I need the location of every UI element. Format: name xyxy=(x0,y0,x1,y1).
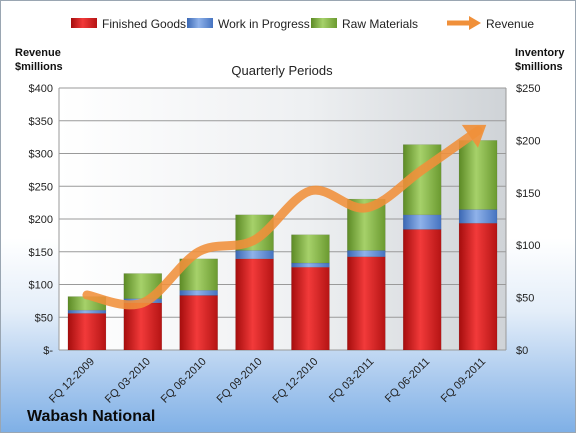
left-tick-label: $400 xyxy=(29,83,53,95)
right-axis-title-line2: $millions xyxy=(515,61,563,73)
legend-label-finished-goods: Finished Goods xyxy=(102,17,186,31)
left-tick-label: $300 xyxy=(29,149,53,161)
left-axis-title-line1: Revenue xyxy=(15,47,61,59)
left-tick-label: $- xyxy=(43,345,53,357)
x-tick-label: FQ 12-2010 xyxy=(271,356,321,406)
bar-finished-goods xyxy=(67,313,107,351)
left-tick-label: $350 xyxy=(29,116,53,128)
bar-work-in-progress xyxy=(179,290,218,296)
bar-work-in-progress xyxy=(291,262,330,268)
x-tick-label: FQ 03-2011 xyxy=(327,356,376,405)
right-tick-label: $250 xyxy=(516,83,540,95)
left-tick-label: $250 xyxy=(29,181,53,193)
x-axis-ticks: FQ 12-2009 FQ 03-2010 FQ 06-2010 FQ 09-2010… xyxy=(47,356,488,406)
legend-label-revenue: Revenue xyxy=(486,17,534,31)
right-tick-label: $100 xyxy=(516,240,540,252)
legend-swatch-revenue-arrowhead xyxy=(469,16,481,30)
legend-swatch-finished-goods xyxy=(71,18,97,28)
right-tick-label: $50 xyxy=(516,293,534,305)
left-tick-label: $150 xyxy=(29,247,53,259)
chart-title: Quarterly Periods xyxy=(231,63,333,78)
bar-finished-goods xyxy=(179,295,218,351)
revenue-line-group xyxy=(82,124,487,310)
bar-raw-materials xyxy=(458,140,498,210)
bar-work-in-progress xyxy=(67,309,107,314)
right-tick-label: $150 xyxy=(516,188,540,200)
bar-work-in-progress xyxy=(235,250,274,260)
right-tick-label: $200 xyxy=(516,135,540,147)
left-axis-title-line2: $millions xyxy=(15,61,63,73)
revenue-line xyxy=(82,126,483,310)
left-tick-label: $50 xyxy=(35,312,53,324)
right-axis-title-line1: Inventory xyxy=(515,47,565,59)
left-tick-label: $200 xyxy=(29,214,53,226)
bar-finished-goods xyxy=(347,256,386,351)
x-tick-label: FQ 06-2011 xyxy=(383,356,432,405)
bar-raw-materials xyxy=(291,234,330,264)
legend: Finished Goods Work in Progress Raw Mate… xyxy=(71,16,534,31)
legend-swatch-work-in-progress xyxy=(187,18,213,28)
bar-work-in-progress xyxy=(347,250,386,257)
legend-label-work-in-progress: Work in Progress xyxy=(218,17,310,31)
right-tick-label: $0 xyxy=(516,345,528,357)
bar-finished-goods xyxy=(458,222,498,351)
x-tick-label: FQ 12-2009 xyxy=(47,356,97,406)
bar-work-in-progress xyxy=(402,214,442,230)
bar-finished-goods xyxy=(402,229,442,351)
company-name: Wabash National xyxy=(27,408,155,425)
right-axis-ticks: $0 $50 $100 $150 $200 $250 xyxy=(516,83,540,357)
x-tick-label: FQ 09-2011 xyxy=(439,356,488,405)
left-axis-ticks: $- $50 $100 $150 $200 $250 $300 $350 $400 xyxy=(29,83,54,357)
legend-swatch-raw-materials xyxy=(311,18,337,28)
revenue-arrowhead xyxy=(461,124,487,148)
bar-finished-goods xyxy=(235,258,274,351)
bar-finished-goods xyxy=(123,302,163,351)
legend-label-raw-materials: Raw Materials xyxy=(342,17,418,31)
x-tick-label: FQ 03-2010 xyxy=(103,356,153,406)
left-tick-label: $100 xyxy=(29,280,53,292)
x-tick-label: FQ 06-2010 xyxy=(159,356,209,406)
bar-finished-goods xyxy=(291,266,330,351)
x-tick-label: FQ 09-2010 xyxy=(215,356,265,406)
bar-work-in-progress xyxy=(458,209,498,224)
